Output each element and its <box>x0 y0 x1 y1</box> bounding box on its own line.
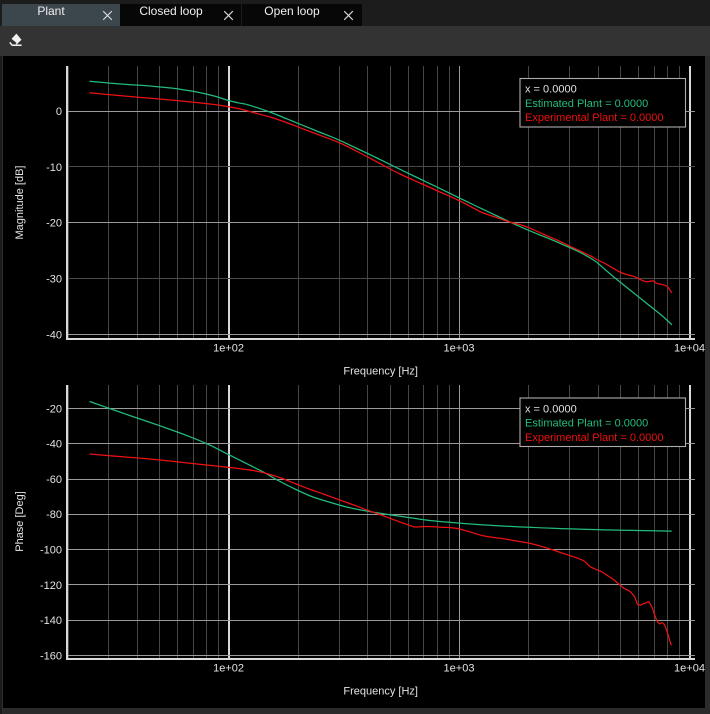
svg-text:-30: -30 <box>46 274 62 286</box>
svg-text:x = 0.0000: x = 0.0000 <box>525 403 577 415</box>
svg-text:Estimated Plant = 0.0000: Estimated Plant = 0.0000 <box>525 98 648 110</box>
svg-text:-10: -10 <box>46 162 62 174</box>
svg-text:1e+02: 1e+02 <box>213 663 244 675</box>
svg-text:-80: -80 <box>46 509 62 521</box>
svg-text:1e+02: 1e+02 <box>213 343 244 355</box>
svg-text:Magnitude [dB]: Magnitude [dB] <box>14 166 26 240</box>
svg-text:-40: -40 <box>46 439 62 451</box>
svg-text:-120: -120 <box>40 580 62 592</box>
svg-text:-20: -20 <box>46 218 62 230</box>
svg-text:1e+04: 1e+04 <box>674 343 705 355</box>
svg-text:-40: -40 <box>46 329 62 341</box>
svg-text:1e+03: 1e+03 <box>444 663 475 675</box>
svg-text:Frequency [Hz]: Frequency [Hz] <box>343 366 418 378</box>
svg-text:Phase [Deg]: Phase [Deg] <box>14 491 26 552</box>
svg-text:-60: -60 <box>46 474 62 486</box>
svg-text:-160: -160 <box>40 651 62 663</box>
svg-text:1e+04: 1e+04 <box>674 663 705 675</box>
svg-text:0: 0 <box>56 106 62 118</box>
svg-text:Estimated Plant = 0.0000: Estimated Plant = 0.0000 <box>525 418 648 430</box>
svg-text:-140: -140 <box>40 615 62 627</box>
svg-text:-20: -20 <box>46 403 62 415</box>
svg-text:Experimental Plant = 0.0000: Experimental Plant = 0.0000 <box>525 432 664 444</box>
svg-text:x = 0.0000: x = 0.0000 <box>525 83 577 95</box>
svg-text:Frequency [Hz]: Frequency [Hz] <box>343 686 418 698</box>
svg-text:1e+03: 1e+03 <box>444 343 475 355</box>
svg-text:Experimental Plant = 0.0000: Experimental Plant = 0.0000 <box>525 112 664 124</box>
svg-text:-100: -100 <box>40 545 62 557</box>
